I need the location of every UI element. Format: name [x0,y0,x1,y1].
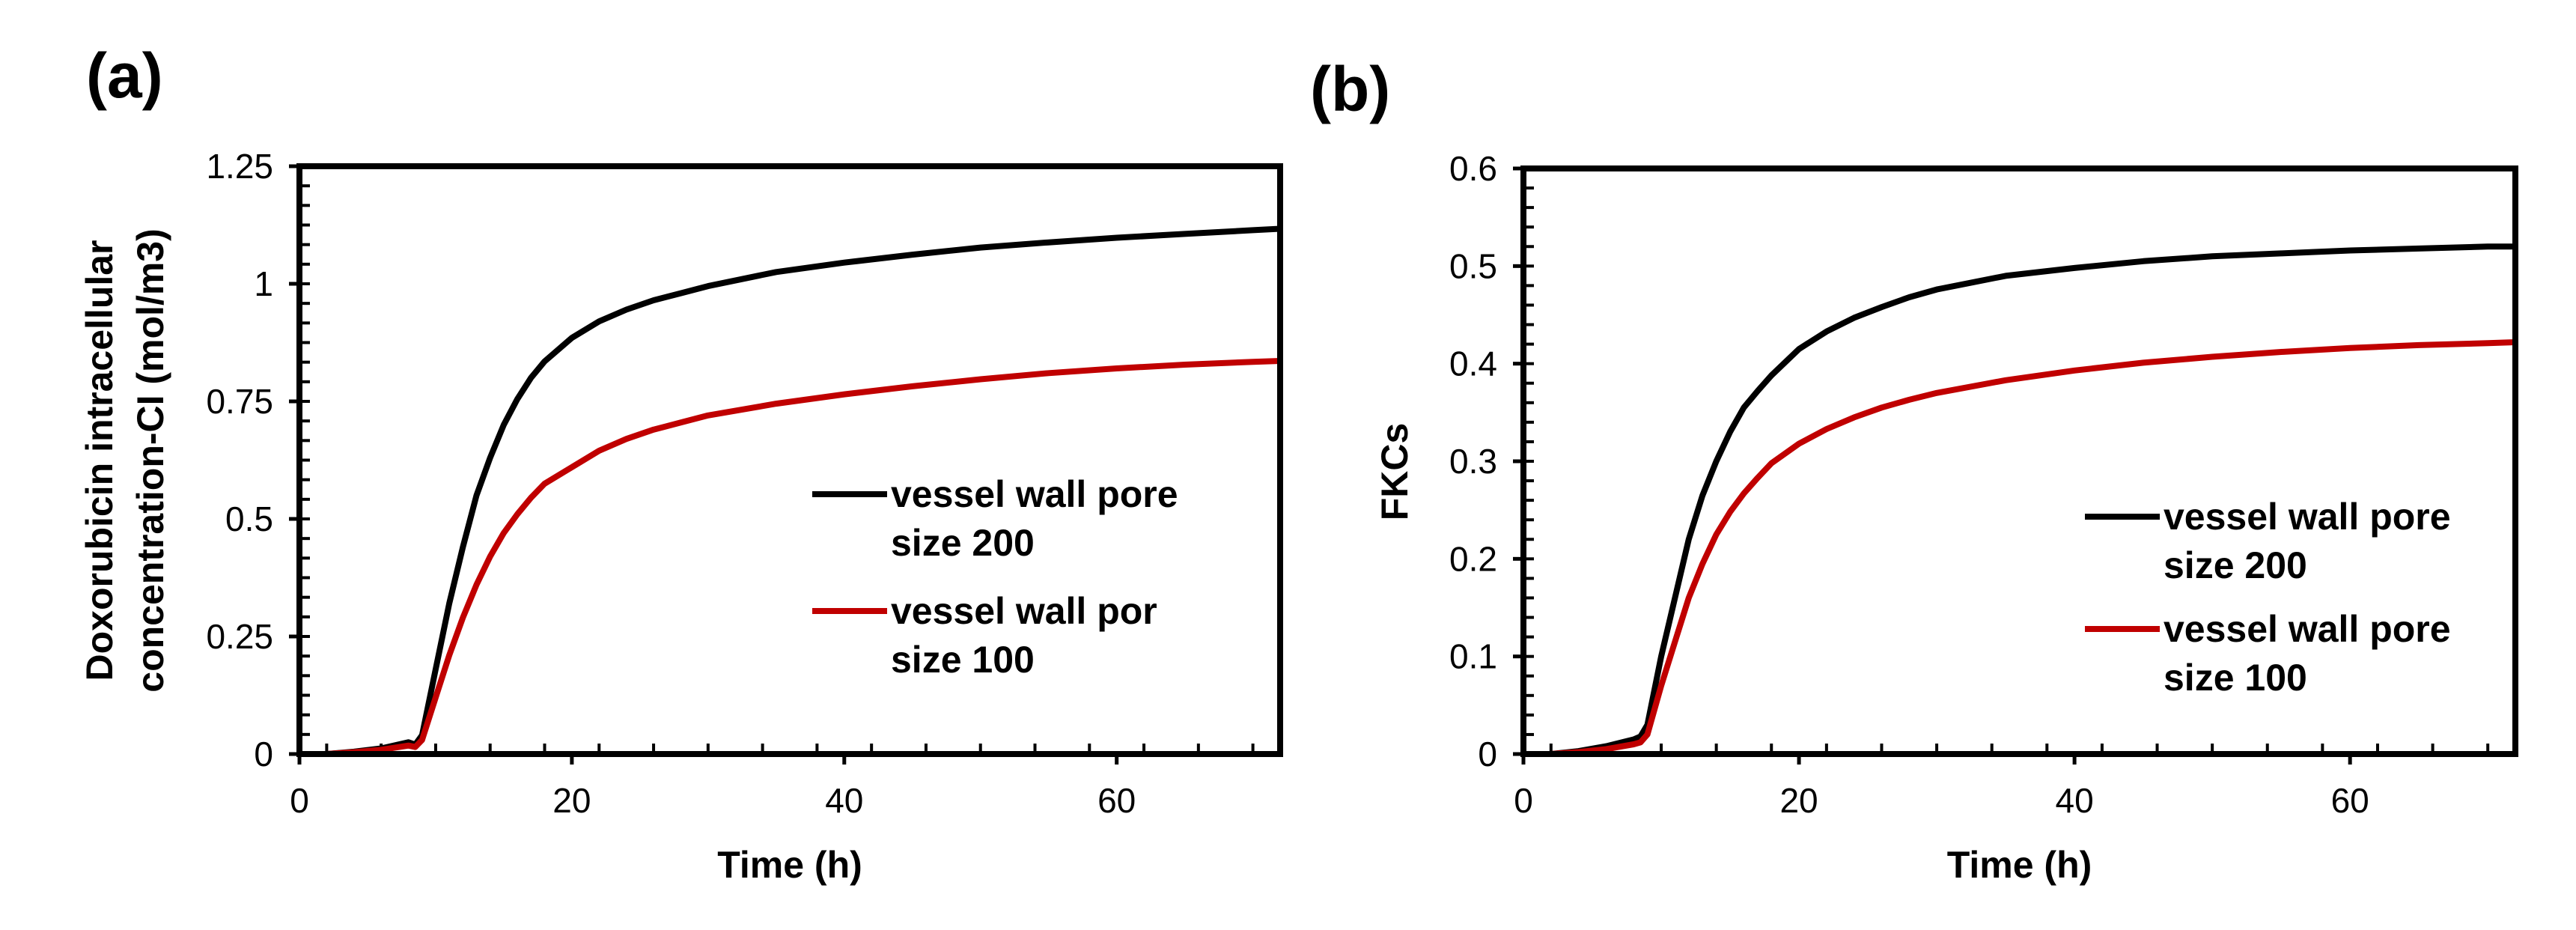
legend-label: size 200 [2164,544,2307,586]
series-line-2 [296,358,1283,757]
x-tick-label: 60 [2331,781,2369,820]
plot-frame [296,163,1283,757]
y-tick-label: 0.1 [1449,637,1497,676]
y-tick-label: 0.4 [1449,344,1497,383]
x-tick-label: 20 [552,781,591,820]
y-tick-label: 0.25 [206,617,273,656]
x-tick-label: 40 [2056,781,2094,820]
x-tick-label: 40 [825,781,863,820]
legend-label: vessel wall pore [2164,496,2451,538]
y-tick-label: 0.6 [1449,149,1497,188]
chart-panel-b: (b) 0 0.1 0.2 0.3 0.4 0.5 0.6 0 20 40 60 Time (h) FKC… [1310,54,2518,886]
y-tick-label: 0.3 [1449,442,1497,481]
x-tick-label: 0 [290,781,309,820]
y-tick-label: 0.2 [1449,539,1497,578]
y-tick-label: 0 [1478,735,1497,774]
x-axis-title: Time (h) [717,844,862,886]
legend: vessel wall pore size 200 vessel wall pore… [2085,496,2451,699]
legend-label: vessel wall pore [2164,608,2451,650]
x-tick-label: 0 [1514,781,1533,820]
y-tick-label: 0.5 [1449,246,1497,285]
legend-label: size 200 [891,522,1035,564]
series-line-2 [1520,339,2518,757]
x-tick-label: 60 [1097,781,1136,820]
plot-frame [1520,165,2518,757]
y-axis-title: FKCs [1374,423,1416,521]
chart-panel-a: (a) 0 0.25 0.5 0.75 1 1.25 0 20 40 60 Time (h) Doxor… [79,40,1283,886]
legend: vessel wall pore size 200 vessel wall por s… [812,473,1178,681]
y-tick-label: 1.25 [206,147,273,186]
panel-label: (b) [1310,54,1390,124]
y-axis-title: concentration-CI (mol/m3) [130,228,171,692]
legend-label: size 100 [891,639,1035,681]
y-tick-label: 0 [254,735,273,774]
legend-label: size 100 [2164,657,2307,699]
y-tick-label: 0.5 [225,499,273,538]
x-axis-title: Time (h) [1947,844,2092,886]
legend-label: vessel wall pore [891,473,1178,515]
y-tick-label: 1 [254,264,273,303]
series-line-1 [1520,243,2518,757]
legend-label: vessel wall por [891,590,1157,632]
panel-label: (a) [86,40,163,111]
y-tick-label: 0.75 [206,382,273,421]
x-tick-label: 20 [1779,781,1818,820]
y-axis-title: Doxorubicin intracellular [79,240,121,681]
